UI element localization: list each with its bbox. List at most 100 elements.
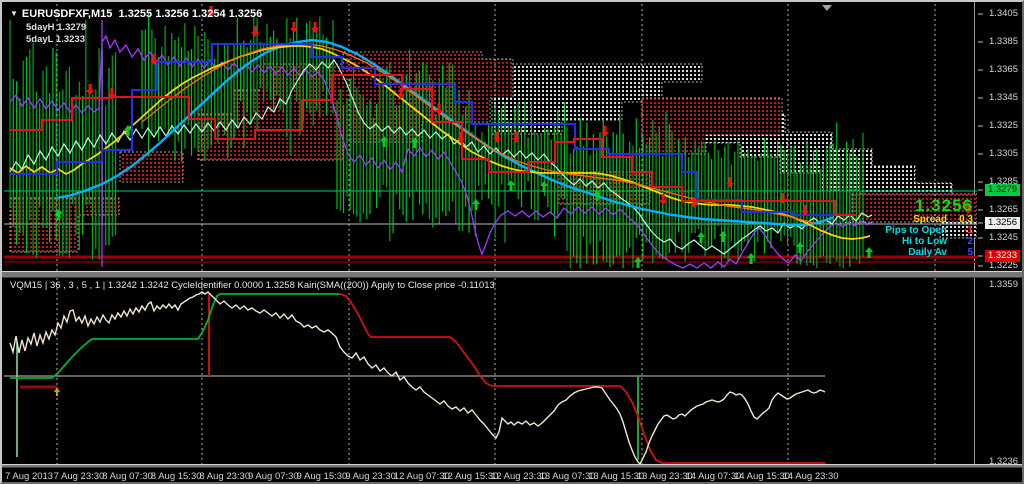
time-axis-label: 9 Aug 23:30 — [345, 471, 396, 482]
panel-separator-bottom[interactable] — [2, 464, 1022, 468]
price-level-badge: 1.3256 — [984, 217, 1020, 229]
hi-to-low-value: 2 — [967, 236, 973, 247]
signal-up-arrow-icon — [54, 387, 60, 396]
daily-av-label: Daily Av — [908, 247, 947, 258]
price-axis-label: 1.3245 — [988, 232, 1018, 243]
buy-arrow-icon — [747, 253, 755, 264]
sell-arrow-icon — [290, 22, 298, 33]
indicator-axis-label: 1.3236 — [988, 456, 1018, 467]
cyan-ma — [56, 38, 835, 227]
spread-label: Spread — [913, 214, 947, 225]
chart-shift-marker-icon — [822, 5, 832, 11]
sell-arrow-icon — [726, 177, 734, 188]
price-axis-label: 1.3345 — [988, 92, 1018, 103]
spread-value: 0.3 — [959, 214, 973, 225]
time-axis-label: 12 Aug 15:30 — [442, 471, 499, 482]
time-axis-label: 7 Aug 2013 — [5, 471, 54, 482]
buy-arrow-icon — [697, 232, 705, 243]
hi-to-low-row: Hi to Low 2 — [885, 236, 973, 247]
purple-line — [9, 34, 873, 269]
price-axis-label: 1.3265 — [988, 204, 1018, 215]
panel-separator[interactable] — [2, 271, 1022, 278]
sell-arrow-icon — [601, 126, 609, 137]
sell-arrow-icon — [457, 132, 465, 143]
price-level-badge: 1.3233 — [984, 250, 1020, 262]
price-axis-label: 1.3325 — [988, 120, 1018, 131]
symbol-marker-icon: ▼ — [10, 9, 18, 18]
buy-arrow-icon — [634, 257, 642, 268]
sell-arrow-icon — [86, 84, 94, 95]
pips-to-open-value: -1 — [964, 225, 973, 236]
price-axis-label: 1.3285 — [988, 176, 1018, 187]
time-axis-label: 14 Aug 23:30 — [782, 471, 839, 482]
buy-arrow-icon — [719, 231, 727, 242]
price-axis-label: 1.3365 — [988, 64, 1018, 75]
buy-arrow-icon — [593, 190, 601, 201]
buy-arrow-icon — [411, 137, 419, 148]
five-day-low-label: 5dayL 1.3233 — [26, 34, 85, 45]
sell-arrow-icon — [690, 197, 698, 208]
blue-kijun — [10, 42, 834, 217]
buy-arrow-icon — [380, 136, 388, 147]
price-axis-label: 1.3385 — [988, 36, 1018, 47]
green-vq — [10, 293, 340, 379]
time-axis-label: 13 Aug 07:30 — [539, 471, 596, 482]
pips-to-open-row: Pips to Open -1 — [885, 225, 973, 236]
time-axis-label: 9 Aug 07:30 — [248, 471, 299, 482]
hi-to-low-label: Hi to Low — [902, 236, 947, 247]
dotted-tail — [827, 220, 873, 226]
time-axis-label: 14 Aug 15:30 — [734, 471, 790, 482]
chart-title: ▼ EURUSDFXF,M15 1.3255 1.3256 1.3254 1.32… — [10, 8, 262, 20]
indicator-axis-label: 1.3359 — [988, 279, 1018, 290]
daily-av-value: 5 — [967, 247, 973, 258]
sell-arrow-icon — [150, 54, 158, 65]
sell-arrow-icon — [251, 26, 259, 37]
info-legend: 1.3256 Spread 0.3 Pips to Open -1 Hi to Lo… — [885, 196, 973, 258]
five-day-high-label: 5dayH 1.3279 — [26, 22, 87, 33]
price-axis-label: 1.3225 — [988, 260, 1018, 271]
indicator-window-label: VQM15 | 36 , 3 , 5 , 1 | 1.3242 1.3242 C… — [10, 280, 495, 291]
buy-arrow-icon — [55, 209, 63, 220]
sell-arrow-icon — [435, 104, 443, 115]
time-axis-label: 13 Aug 15:30 — [588, 471, 645, 482]
buy-arrow-icon — [540, 181, 548, 192]
sell-arrow-icon — [659, 194, 667, 205]
price-axis[interactable] — [974, 2, 1022, 482]
buy-arrow-icon — [124, 125, 132, 136]
pips-to-open-label: Pips to Open — [885, 225, 947, 236]
time-axis[interactable]: 7 Aug 2013 7 Aug 23:30 8 Aug 07:30 8 Aug 15… — [2, 468, 1022, 482]
sell-arrow-icon — [964, 203, 972, 214]
sell-arrow-icon — [207, 6, 215, 17]
red-tenkan — [10, 74, 854, 216]
sell-arrow-icon — [311, 22, 319, 33]
daily-av-row: Daily Av 5 — [885, 247, 973, 258]
ohlc-values: 1.3255 1.3256 1.3254 1.3256 — [118, 8, 263, 20]
time-axis-label: 8 Aug 15:30 — [150, 471, 202, 482]
buy-arrow-icon — [507, 180, 515, 191]
sell-arrow-icon — [397, 88, 405, 99]
indicator-panel — [4, 278, 936, 464]
sell-arrow-icon — [493, 132, 501, 143]
time-axis-label: 13 Aug 23:30 — [636, 471, 693, 482]
time-axis-label: 8 Aug 23:30 — [199, 471, 251, 482]
time-axis-label: 12 Aug 07:30 — [393, 471, 450, 482]
buy-arrow-icon — [472, 199, 480, 210]
spread-row: Spread 0.3 — [885, 214, 973, 225]
time-axis-label: 12 Aug 23:30 — [491, 471, 547, 482]
price-level-badge: 1.3279 — [984, 184, 1020, 196]
price-axis-label: 1.3305 — [988, 148, 1018, 159]
time-axis-label: 8 Aug 07:30 — [102, 471, 153, 482]
aqua-line — [9, 58, 873, 255]
sell-arrow-icon — [801, 205, 809, 216]
sell-arrow-icon — [779, 193, 787, 204]
time-axis-label: 9 Aug 15:30 — [296, 471, 348, 482]
symbol-period-label: EURUSDFXF,M15 — [21, 8, 113, 20]
sell-arrow-icon — [108, 88, 116, 99]
buy-arrow-icon — [796, 242, 804, 253]
time-axis-label: 14 Aug 07:30 — [685, 471, 742, 482]
buy-arrow-icon — [865, 247, 873, 258]
current-price-display: 1.3256 — [915, 196, 973, 215]
price-axis-label: 1.3405 — [988, 8, 1018, 19]
